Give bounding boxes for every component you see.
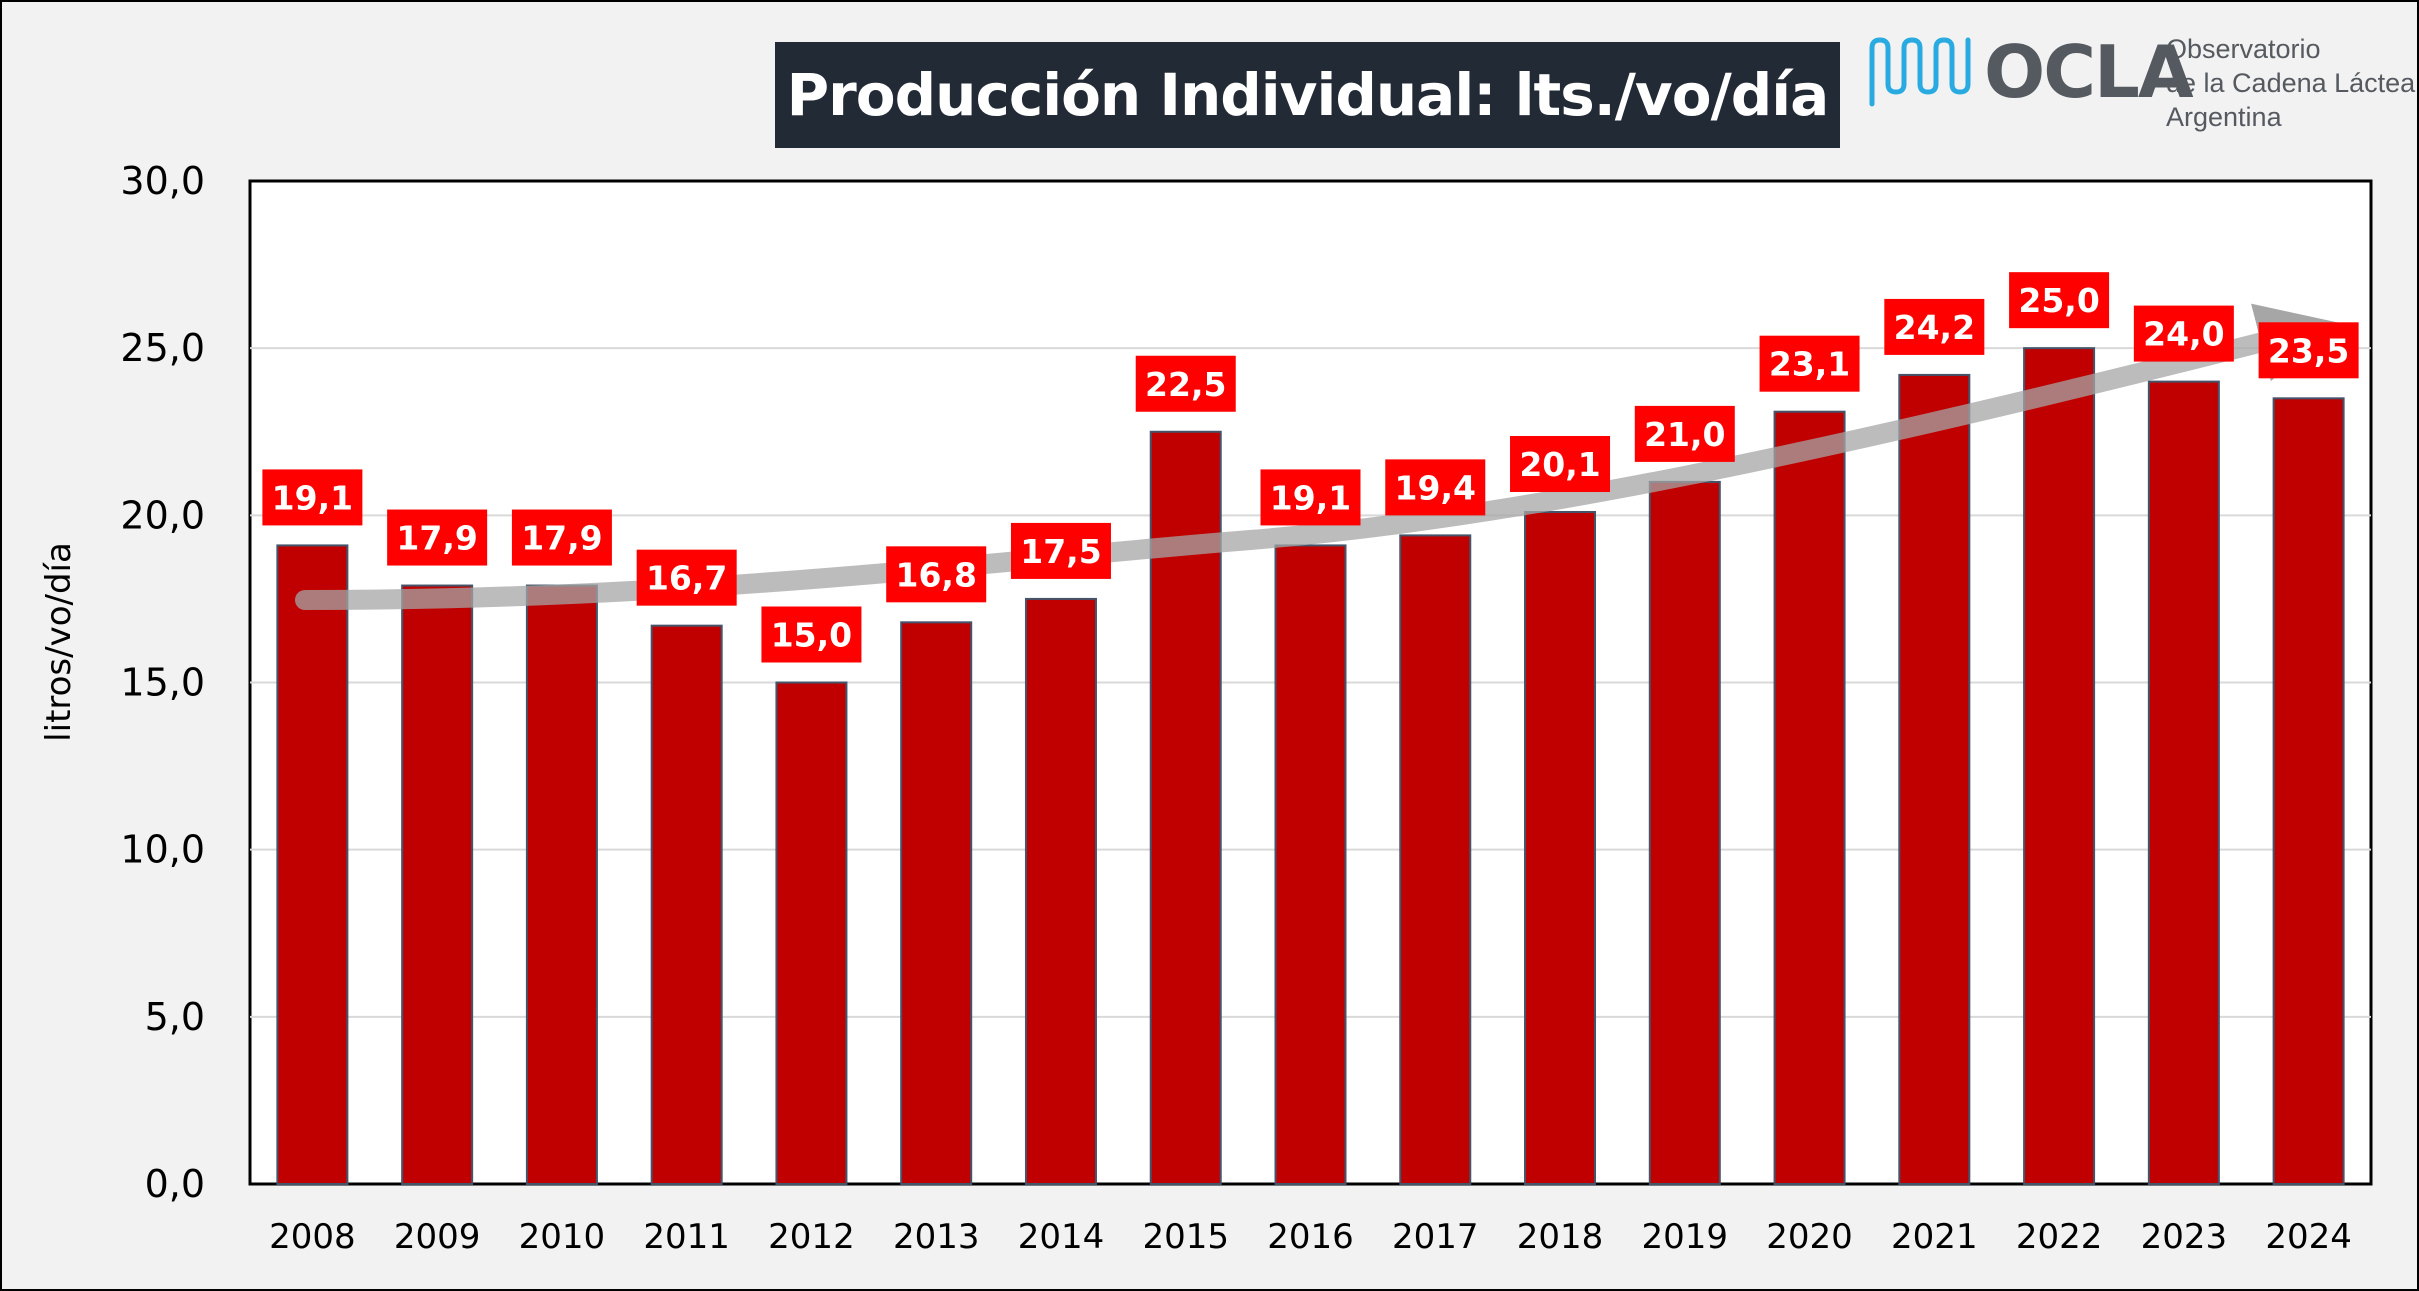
y-tick-label: 30,0 <box>120 159 205 203</box>
data-label: 16,7 <box>646 559 727 598</box>
data-label-box <box>1010 522 1111 579</box>
x-tick-label: 2009 <box>394 1217 481 1257</box>
bar-2020 <box>1773 410 1846 1185</box>
data-label-box <box>636 549 737 606</box>
data-label: 16,8 <box>895 555 976 594</box>
data-label-box <box>387 509 488 566</box>
y-tick-label: 15,0 <box>120 661 205 705</box>
bar-2023 <box>2147 380 2220 1186</box>
data-label-box <box>1385 459 1486 516</box>
data-label: 19,4 <box>1395 468 1476 507</box>
data-label: 19,1 <box>1270 478 1351 517</box>
data-label: 23,5 <box>2268 331 2349 370</box>
data-label: 22,5 <box>1145 365 1226 404</box>
data-label: 21,0 <box>1644 415 1725 454</box>
milk-waves-logo-icon <box>1869 37 1971 107</box>
y-axis-title: litros/vo/día <box>39 542 79 742</box>
data-labels: 19,1 17,9 17,9 16,7 15,0 16,8 17,5 22,5 19,1 19,4… <box>262 272 2359 663</box>
bar-2009 <box>401 584 474 1185</box>
bar-2012 <box>775 681 848 1185</box>
x-tick-label: 2022 <box>2016 1217 2103 1257</box>
data-label: 19,1 <box>272 478 353 517</box>
x-tick-label: 2008 <box>269 1217 356 1257</box>
logo-line-3: Argentina <box>2166 102 2282 132</box>
y-tick-label: 5,0 <box>145 995 205 1039</box>
x-tick-label: 2014 <box>1018 1217 1105 1257</box>
bars <box>276 347 2345 1186</box>
bar-2014 <box>1024 597 1097 1185</box>
data-label-box <box>1260 469 1361 526</box>
x-tick-label: 2012 <box>768 1217 855 1257</box>
bar-2019 <box>1648 480 1721 1185</box>
data-label: 20,1 <box>1519 445 1600 484</box>
x-tick-label: 2020 <box>1766 1217 1853 1257</box>
data-label: 23,1 <box>1769 345 1850 384</box>
chart-title: Producción Individual: lts./vo/día <box>775 42 1840 148</box>
x-tick-label: 2015 <box>1142 1217 1229 1257</box>
data-label-box <box>1135 355 1236 412</box>
x-tick-label: 2024 <box>2265 1217 2352 1257</box>
data-label: 17,9 <box>521 519 602 558</box>
data-label-box <box>761 606 862 663</box>
x-tick-label: 2018 <box>1517 1217 1604 1257</box>
x-tick-label: 2013 <box>893 1217 980 1257</box>
x-tick-label: 2021 <box>1891 1217 1978 1257</box>
data-label-box <box>2133 305 2234 362</box>
ocla-logo: OCLA Observatorio de la Cadena Láctea Ar… <box>1866 30 2415 140</box>
data-label: 17,9 <box>396 519 477 558</box>
y-tick-label: 0,0 <box>145 1162 205 1206</box>
logo-line-1: Observatorio <box>2166 34 2321 64</box>
data-label: 17,5 <box>1020 532 1101 571</box>
y-tick-label: 10,0 <box>120 828 205 872</box>
x-tick-label: 2010 <box>519 1217 606 1257</box>
logo-wordmark: OCLA <box>1984 30 2194 114</box>
data-label: 15,0 <box>771 616 852 655</box>
data-label: 24,0 <box>2143 315 2224 354</box>
x-tick-label: 2019 <box>1642 1217 1729 1257</box>
bar-2016 <box>1274 544 1347 1185</box>
data-label-box <box>2258 322 2359 379</box>
data-label-box <box>886 546 987 603</box>
bar-2017 <box>1399 534 1472 1185</box>
data-label-box <box>511 509 612 566</box>
data-label: 25,0 <box>2018 281 2099 320</box>
data-label-box <box>1759 335 1860 392</box>
y-tick-label: 20,0 <box>120 493 205 537</box>
data-label-box <box>262 469 363 526</box>
x-tick-label: 2023 <box>2141 1217 2228 1257</box>
y-axis-ticks: 0,0 5,0 10,0 15,0 20,0 25,0 30,0 <box>120 159 205 1206</box>
x-axis-ticks: 2008 2009 2010 2011 2012 2013 2014 2015 2016 2017… <box>269 1217 2352 1257</box>
data-label: 24,2 <box>1894 308 1975 347</box>
bar-2013 <box>900 621 973 1185</box>
x-tick-label: 2016 <box>1267 1217 1354 1257</box>
x-tick-label: 2011 <box>643 1217 730 1257</box>
bar-2011 <box>650 624 723 1185</box>
bar-2022 <box>2023 347 2096 1185</box>
logo-line-2: de la Cadena Láctea <box>2166 68 2416 98</box>
data-label-box <box>1634 405 1735 462</box>
bar-2018 <box>1524 510 1597 1185</box>
y-tick-label: 25,0 <box>120 326 205 370</box>
data-label-box <box>2009 272 2110 329</box>
bar-2024 <box>2272 397 2345 1186</box>
x-tick-label: 2017 <box>1392 1217 1479 1257</box>
data-label-box <box>1510 435 1611 492</box>
bar-2021 <box>1898 373 1971 1185</box>
bar-2008 <box>276 544 349 1185</box>
bar-2010 <box>525 584 598 1185</box>
data-label-box <box>1884 298 1985 355</box>
